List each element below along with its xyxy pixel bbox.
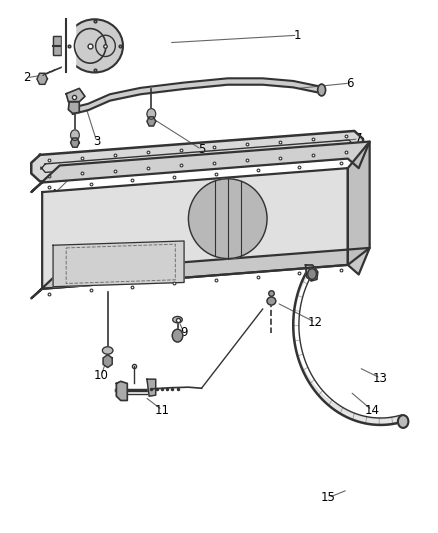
Circle shape: [308, 269, 316, 279]
Text: 8: 8: [360, 220, 367, 233]
Polygon shape: [31, 248, 370, 298]
Text: 9: 9: [180, 326, 188, 340]
Ellipse shape: [66, 19, 123, 72]
Circle shape: [147, 109, 155, 119]
Text: 7: 7: [355, 132, 363, 146]
Ellipse shape: [188, 179, 267, 259]
Polygon shape: [31, 131, 363, 181]
Text: 12: 12: [307, 316, 322, 329]
Bar: [62, 19, 75, 72]
Polygon shape: [68, 102, 79, 114]
Bar: [53, 36, 61, 55]
Polygon shape: [117, 381, 127, 400]
Ellipse shape: [318, 84, 325, 96]
Ellipse shape: [267, 297, 276, 305]
Bar: [53, 36, 61, 55]
Text: 11: 11: [155, 403, 170, 416]
Text: 4: 4: [49, 188, 57, 201]
Circle shape: [398, 415, 408, 428]
Polygon shape: [103, 355, 112, 368]
Ellipse shape: [102, 347, 113, 354]
Polygon shape: [53, 241, 184, 287]
Polygon shape: [31, 142, 370, 192]
Text: 1: 1: [294, 29, 301, 42]
Circle shape: [172, 329, 183, 342]
Polygon shape: [147, 117, 155, 126]
Text: 13: 13: [373, 372, 388, 385]
Text: 3: 3: [93, 135, 100, 148]
Text: 6: 6: [346, 77, 354, 90]
Text: 15: 15: [321, 491, 336, 504]
Polygon shape: [348, 142, 370, 265]
Text: 2: 2: [23, 71, 31, 84]
Polygon shape: [71, 138, 79, 147]
Text: 14: 14: [364, 403, 379, 416]
Polygon shape: [42, 168, 348, 289]
Text: 5: 5: [198, 143, 205, 156]
Polygon shape: [306, 265, 318, 281]
Ellipse shape: [173, 317, 182, 323]
Polygon shape: [66, 88, 85, 102]
Polygon shape: [37, 74, 47, 84]
Polygon shape: [147, 379, 155, 396]
Circle shape: [71, 130, 79, 141]
Text: 10: 10: [94, 369, 109, 382]
